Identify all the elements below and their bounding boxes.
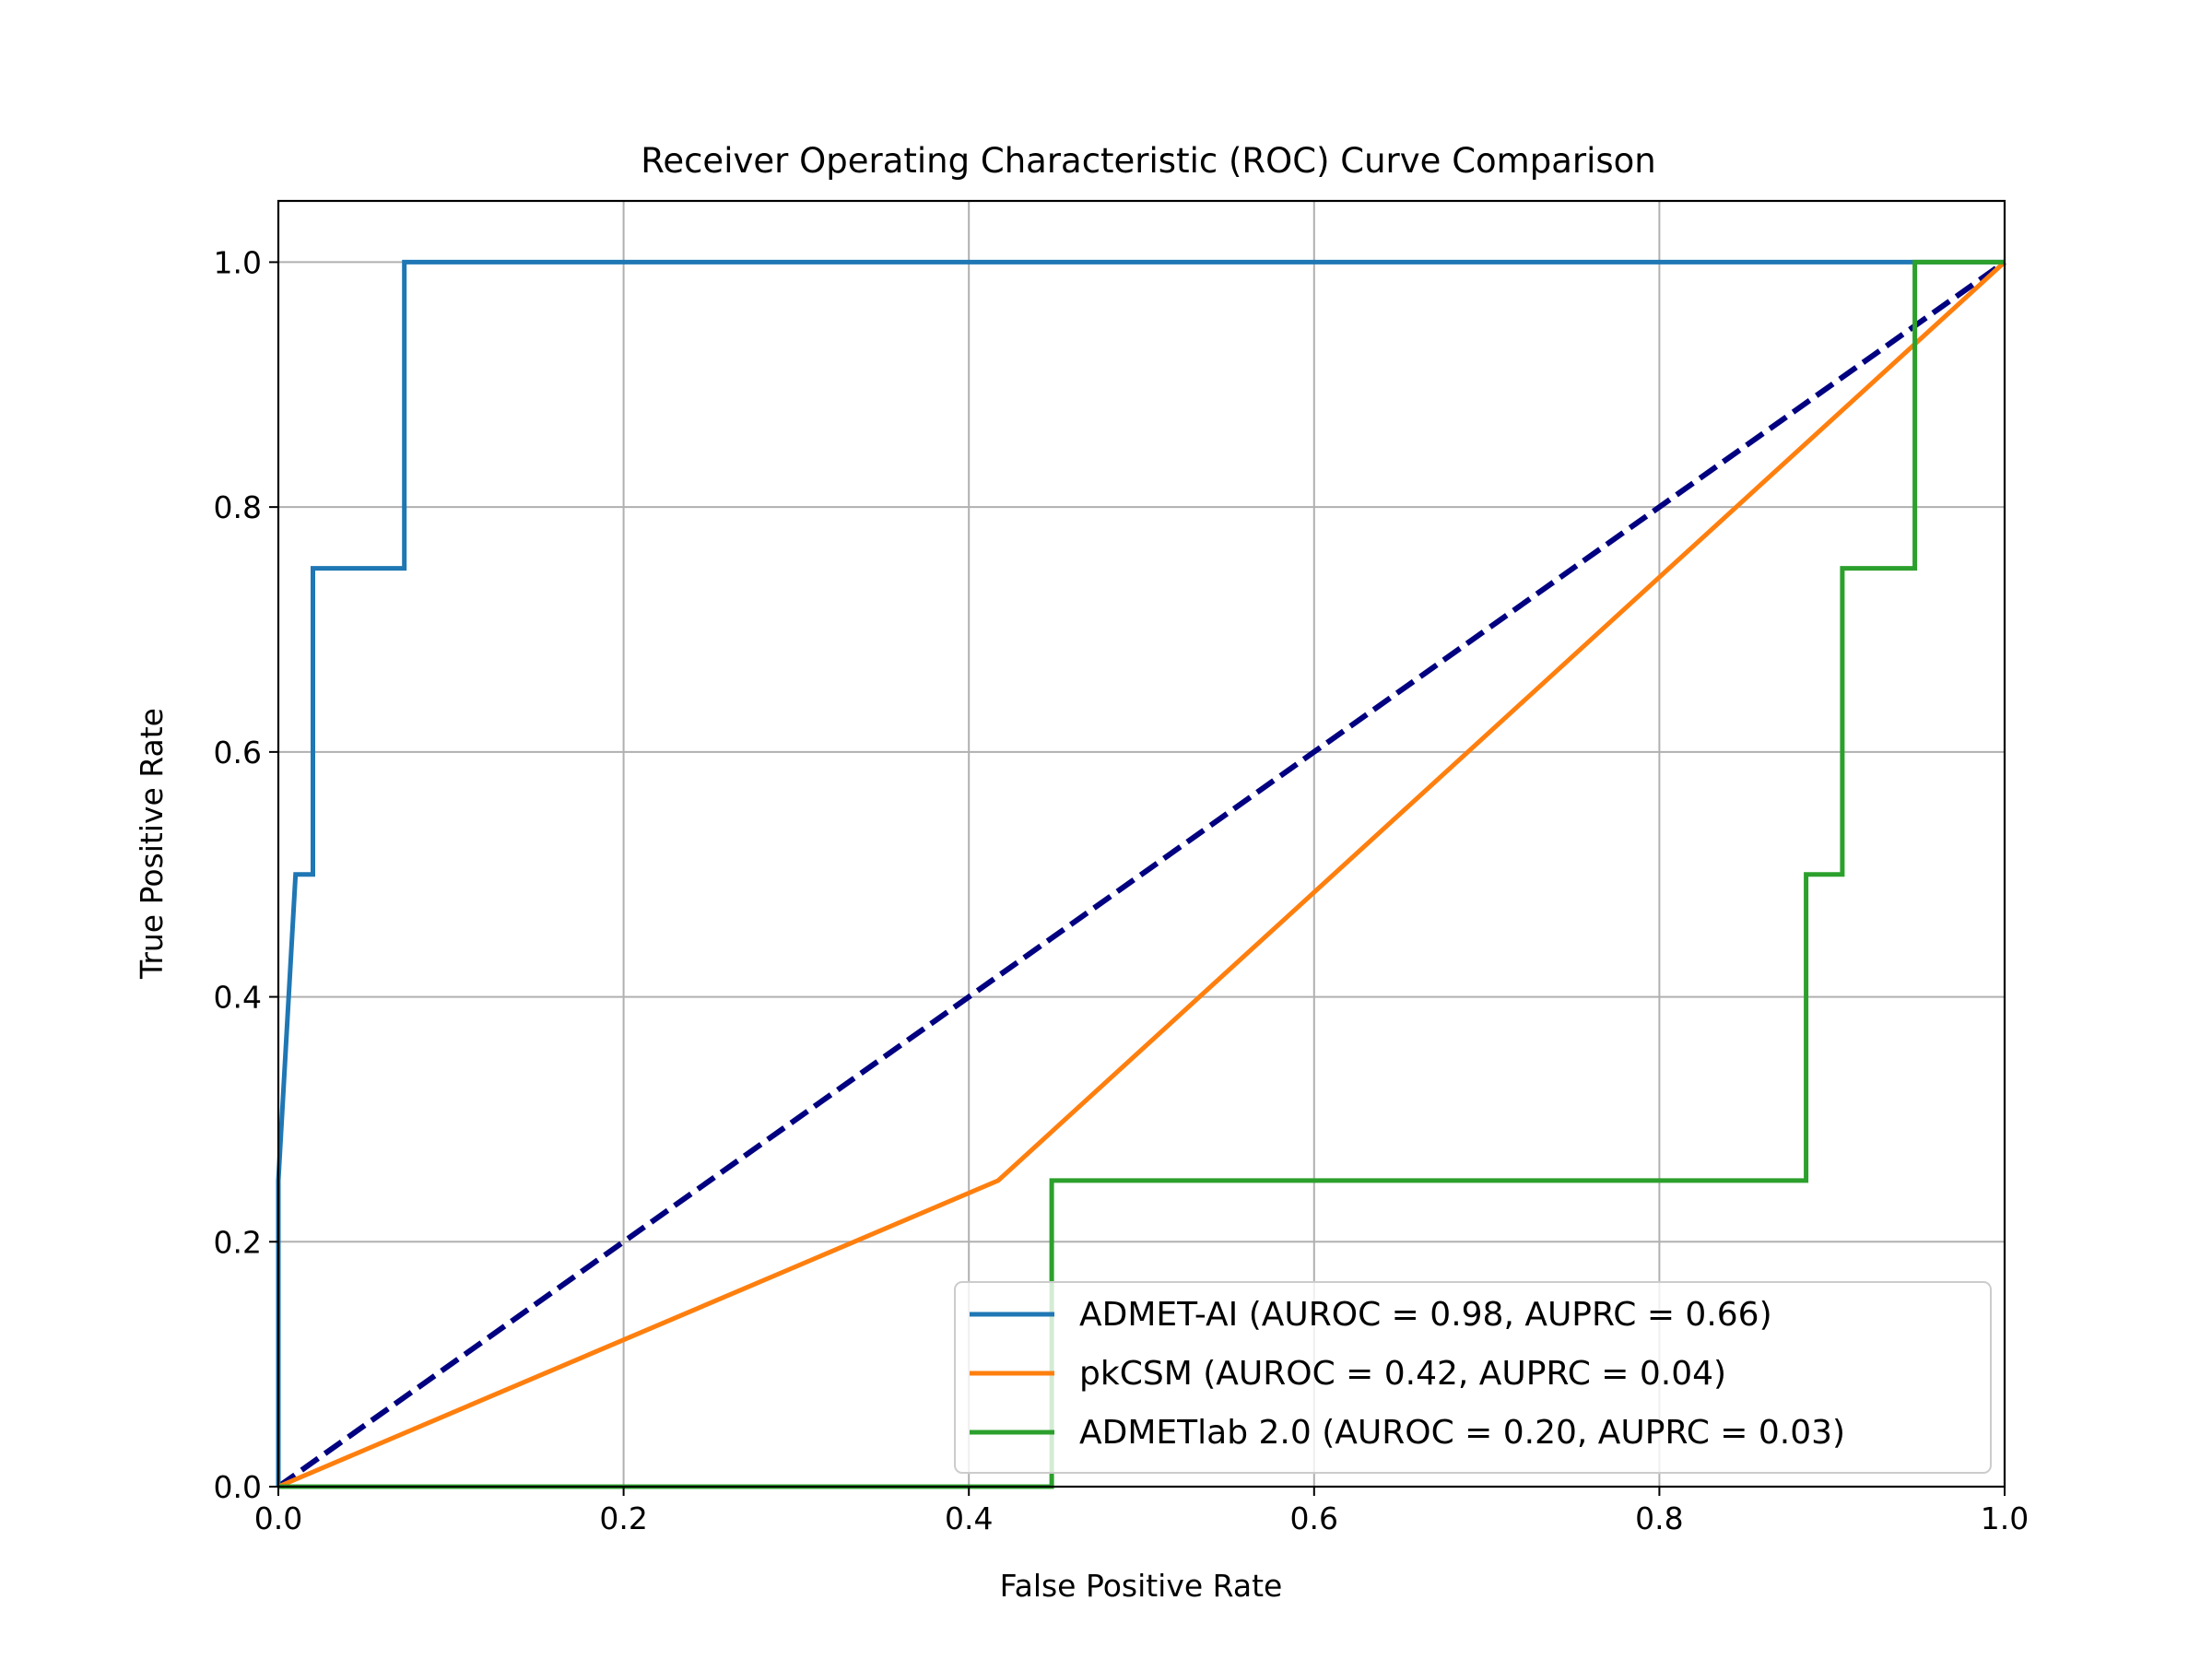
axis-ticks: 0.0 0.2 0.4 0.6 0.8 1.0 0.0 0.2 0.4 0.6 0.8 1.0 (214, 244, 2030, 1536)
grid-lines (277, 201, 2006, 1488)
roc-curve-series-1 (277, 260, 2006, 1489)
x-tick-label: 1.0 (1981, 1500, 2029, 1536)
y-tick-label: 0.8 (214, 489, 262, 525)
x-tick-label: 0.6 (1290, 1500, 1338, 1536)
y-tick-label: 0.0 (214, 1469, 262, 1505)
y-tick-label: 0.4 (214, 980, 262, 1016)
x-tick-label: 0.8 (1635, 1500, 1683, 1536)
legend-entry-label: ADMET-AI (AUROC = 0.98, AUPRC = 0.66) (1079, 1296, 1772, 1334)
y-tick-label: 0.6 (214, 735, 262, 771)
x-tick-label: 0.0 (254, 1500, 302, 1536)
x-tick-label: 0.2 (599, 1500, 647, 1536)
y-tick-label: 0.2 (214, 1224, 262, 1260)
plot-frame (276, 199, 2006, 1488)
chance-diagonal-line (276, 259, 2006, 1489)
x-tick-label: 0.4 (945, 1500, 993, 1536)
legend-entry-label: ADMETlab 2.0 (AUROC = 0.20, AUPRC = 0.03… (1079, 1414, 1845, 1452)
y-axis-label: True Positive Rate (134, 708, 170, 980)
chart-title: Receiver Operating Characteristic (ROC) … (641, 141, 1655, 181)
legend: ADMET-AI (AUROC = 0.98, AUPRC = 0.66) pkC… (954, 1281, 1992, 1474)
legend-entry-label: pkCSM (AUROC = 0.42, AUPRC = 0.04) (1079, 1355, 1726, 1393)
x-axis-label: False Positive Rate (1000, 1568, 1283, 1604)
y-tick-label: 1.0 (214, 244, 262, 280)
roc-curve-series-0 (276, 259, 2005, 1487)
legend-box (954, 1281, 1992, 1474)
